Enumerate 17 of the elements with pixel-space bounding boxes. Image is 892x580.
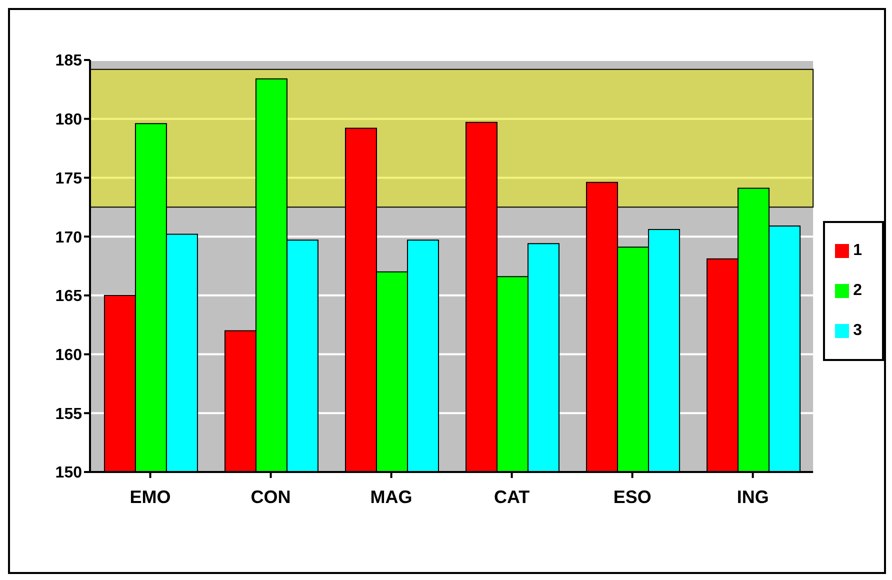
y-tick-label: 185 (55, 52, 82, 70)
y-tick-label: 160 (55, 346, 82, 364)
x-tick-label: MAG (370, 486, 412, 507)
x-tick-label: ING (736, 486, 769, 507)
x-tick-label: CON (250, 486, 291, 507)
legend-label: 2 (853, 282, 862, 299)
legend-label: 3 (853, 322, 862, 339)
y-tick-label: 150 (55, 464, 82, 482)
legend-label: 1 (853, 242, 862, 259)
y-tick-label: 165 (55, 288, 82, 306)
y-tick-label: 155 (55, 406, 82, 423)
y-tick-label: 180 (55, 112, 82, 129)
x-tick-label: CAT (494, 486, 530, 507)
y-tick-label: 170 (55, 229, 82, 246)
x-tick-label: ESO (613, 486, 652, 507)
x-tick-label: EMO (130, 486, 171, 507)
y-tick-label: 175 (55, 170, 82, 188)
